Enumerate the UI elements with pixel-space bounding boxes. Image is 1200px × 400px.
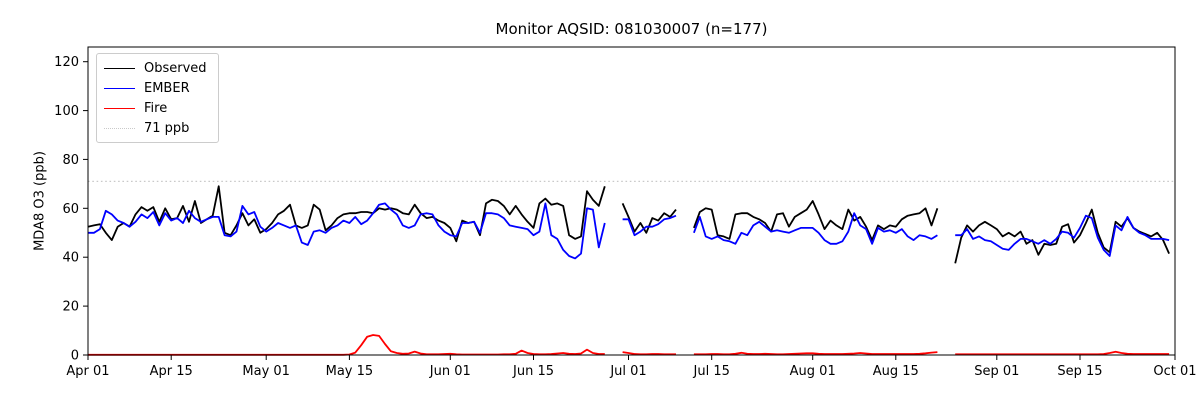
series-line-ember <box>622 214 677 237</box>
x-tick-label: Jul 15 <box>693 364 730 379</box>
series-line-ember <box>88 202 606 260</box>
x-tick-label: Apr 01 <box>66 364 109 379</box>
legend-item-ember: EMBER <box>104 78 207 98</box>
x-tick-label: Apr 15 <box>150 364 193 379</box>
y-tick-label: 20 <box>62 300 79 315</box>
legend-label-observed: Observed <box>144 60 207 76</box>
series-line-fire <box>88 334 605 356</box>
legend-label-fire: Fire <box>144 100 168 116</box>
x-tick-label: Jun 01 <box>429 364 471 379</box>
x-tick-label: Jul 01 <box>609 364 646 379</box>
legend-item-observed: Observed <box>104 58 207 78</box>
series-line-ember <box>693 212 938 245</box>
x-tick-label: Aug 15 <box>873 364 919 379</box>
x-tick-label: Jun 15 <box>512 364 554 379</box>
legend-item-fire: Fire <box>104 98 207 118</box>
x-tick-label: May 15 <box>326 364 374 379</box>
x-tick-label: May 01 <box>242 364 290 379</box>
legend-line-ember <box>104 87 135 89</box>
y-tick-label: 40 <box>62 251 79 266</box>
y-tick-label: 120 <box>54 55 79 70</box>
legend: Observed EMBER Fire 71 ppb <box>96 53 219 143</box>
y-tick-label: 100 <box>54 104 79 119</box>
legend-line-fire <box>104 107 135 109</box>
y-tick-label: 60 <box>62 202 79 217</box>
legend-item-threshold: 71 ppb <box>104 118 207 138</box>
series-line-observed <box>621 203 677 234</box>
y-tick-label: 80 <box>62 153 79 168</box>
series-line-observed <box>954 208 1170 264</box>
series-line-fire <box>622 351 676 356</box>
series-line-fire <box>693 351 938 356</box>
series-line-observed <box>693 200 939 242</box>
series-line-fire <box>955 350 1170 356</box>
legend-label-threshold: 71 ppb <box>144 120 190 136</box>
x-tick-label: Sep 01 <box>974 364 1019 379</box>
y-axis-label: MDA8 O3 (ppb) <box>32 151 48 251</box>
y-tick-label: 0 <box>71 349 79 364</box>
legend-line-observed <box>104 67 135 69</box>
plot-frame <box>87 46 1176 356</box>
x-tick-label: Aug 01 <box>790 364 836 379</box>
chart-title: Monitor AQSID: 081030007 (n=177) <box>495 20 768 38</box>
legend-line-threshold <box>104 127 135 129</box>
x-tick-label: Sep 15 <box>1057 364 1102 379</box>
x-tick-label: Oct 01 <box>1153 364 1196 379</box>
series-line-ember <box>955 214 1170 257</box>
legend-label-ember: EMBER <box>144 80 190 96</box>
